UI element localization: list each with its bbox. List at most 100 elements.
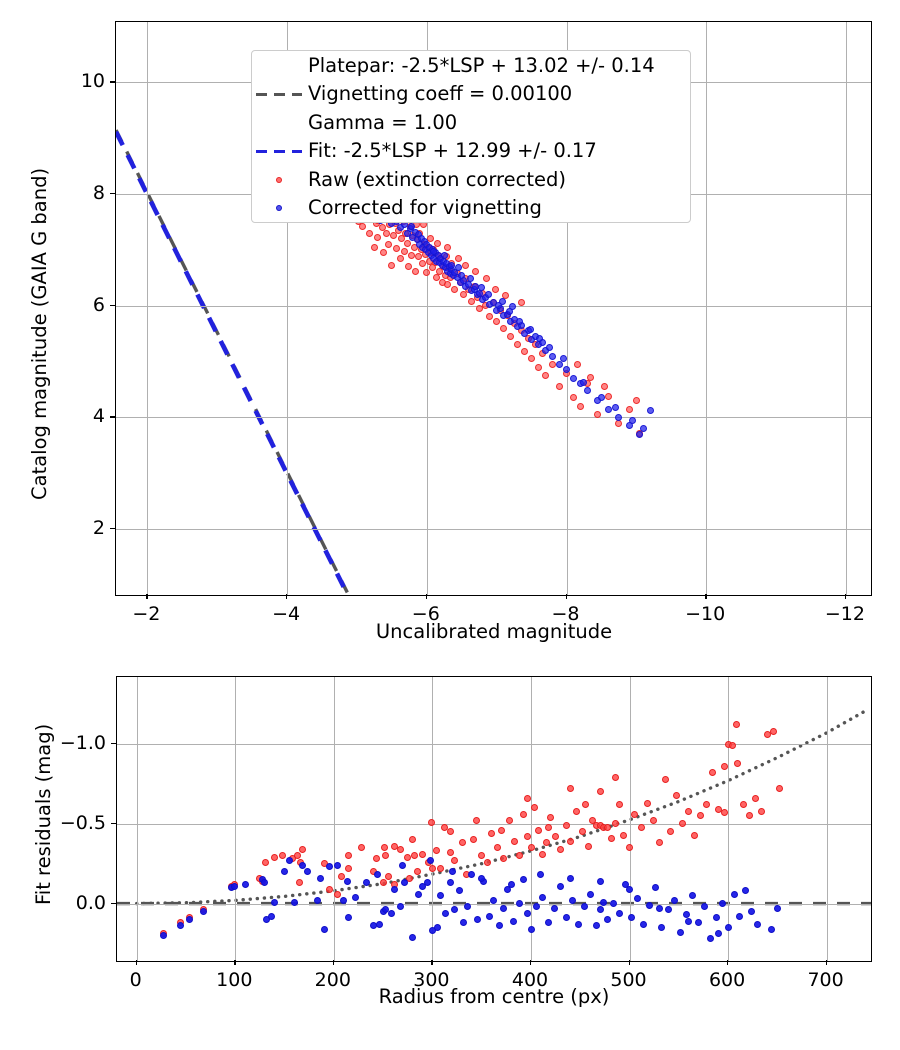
scatter-point [521,348,529,355]
scatter-point [185,916,193,923]
scatter-point [313,896,321,904]
x-tick-mark [234,960,236,965]
scatter-point [464,903,472,911]
scatter-point [562,914,570,922]
scatter-point [552,833,560,841]
scatter-point [334,890,342,898]
scatter-point [370,243,378,251]
scatter-point [447,262,455,269]
scatter-point [372,855,380,863]
scatter-point [340,896,348,904]
x-tick-label: −10 [685,603,726,625]
scatter-point [357,844,365,852]
scatter-point [505,817,513,825]
scatter-point [768,925,775,933]
scatter-point [517,299,525,307]
scatter-point [428,865,436,872]
scatter-point [604,916,612,923]
scatter-point [563,366,570,374]
scatter-point [419,850,426,858]
scatter-point [587,373,595,381]
y-tick-label: 4 [92,405,105,428]
gridline-horizontal [117,903,871,905]
scatter-point [600,898,608,906]
scatter-point [488,829,495,837]
scatter-point [537,871,545,879]
scatter-point [405,263,413,271]
legend-entry-vignetting-coeff: Vignetting coeff = 0.00100 [252,80,690,109]
scatter-point [200,908,208,915]
x-tick-mark [565,594,567,599]
scatter-point [303,868,311,876]
scatter-point [596,906,604,914]
scatter-point [752,794,760,802]
scatter-point [545,823,553,831]
lower-plot-overlay [117,708,871,906]
scatter-point [604,405,612,413]
scatter-point [646,407,654,415]
scatter-point [740,801,748,809]
scatter-point [427,818,435,826]
x-tick-label: 600 [708,969,746,991]
gridline-vertical [235,677,237,961]
scatter-point [345,914,353,922]
scatter-point [397,903,405,911]
legend-marker-none-icon [252,108,308,136]
scatter-point [515,317,523,325]
scatter-point [667,828,675,836]
gridline-horizontal [116,305,871,307]
scatter-point [578,828,586,836]
scatter-point [655,904,663,912]
scatter-point [446,828,454,836]
lower-x-axis-label: Radius from centre (px) [378,985,610,1008]
scatter-point [262,858,270,866]
scatter-point [580,379,588,387]
y-tick-mark [110,416,115,418]
scatter-point [293,852,301,860]
scatter-point [708,769,716,777]
scatter-point [484,858,492,866]
scatter-point [482,275,490,283]
scatter-point [380,844,388,852]
scatter-point [401,879,409,887]
scatter-point [384,240,392,248]
scatter-point [344,877,352,885]
gridline-vertical [136,677,138,961]
gridline-horizontal [117,823,871,825]
scatter-point [345,852,353,860]
scatter-point [764,730,771,738]
blue-dot-marker-icon [252,194,308,222]
scatter-point [720,809,728,817]
y-tick-label: −1.0 [59,732,106,754]
dashed-blue-line-icon [252,137,308,165]
scatter-point [446,849,454,856]
scatter-point [446,879,454,887]
scatter-point [379,879,387,887]
scatter-point [373,871,381,879]
scatter-point [584,842,592,850]
scatter-point [728,742,736,750]
y-tick-label: 10 [80,70,105,93]
x-tick-mark [146,594,148,599]
scatter-point [388,262,396,269]
x-tick-mark [286,594,288,599]
scatter-point [620,831,628,839]
gridline-vertical [826,677,828,961]
dashed-gray-line-icon [252,80,308,108]
scatter-point [601,383,609,391]
scatter-point [298,861,306,869]
scatter-point [499,855,507,863]
scatter-point [539,893,547,901]
scatter-point [695,919,702,927]
scatter-point [444,243,452,251]
scatter-point [440,251,448,259]
scatter-point [626,885,633,893]
scatter-point [645,901,653,909]
scatter-point [633,895,641,903]
scatter-point [596,877,604,885]
scatter-point [474,916,482,923]
legend-entry-raw: Raw (extinction corrected) [252,165,690,194]
scatter-point [458,839,466,847]
scatter-point [444,281,452,288]
